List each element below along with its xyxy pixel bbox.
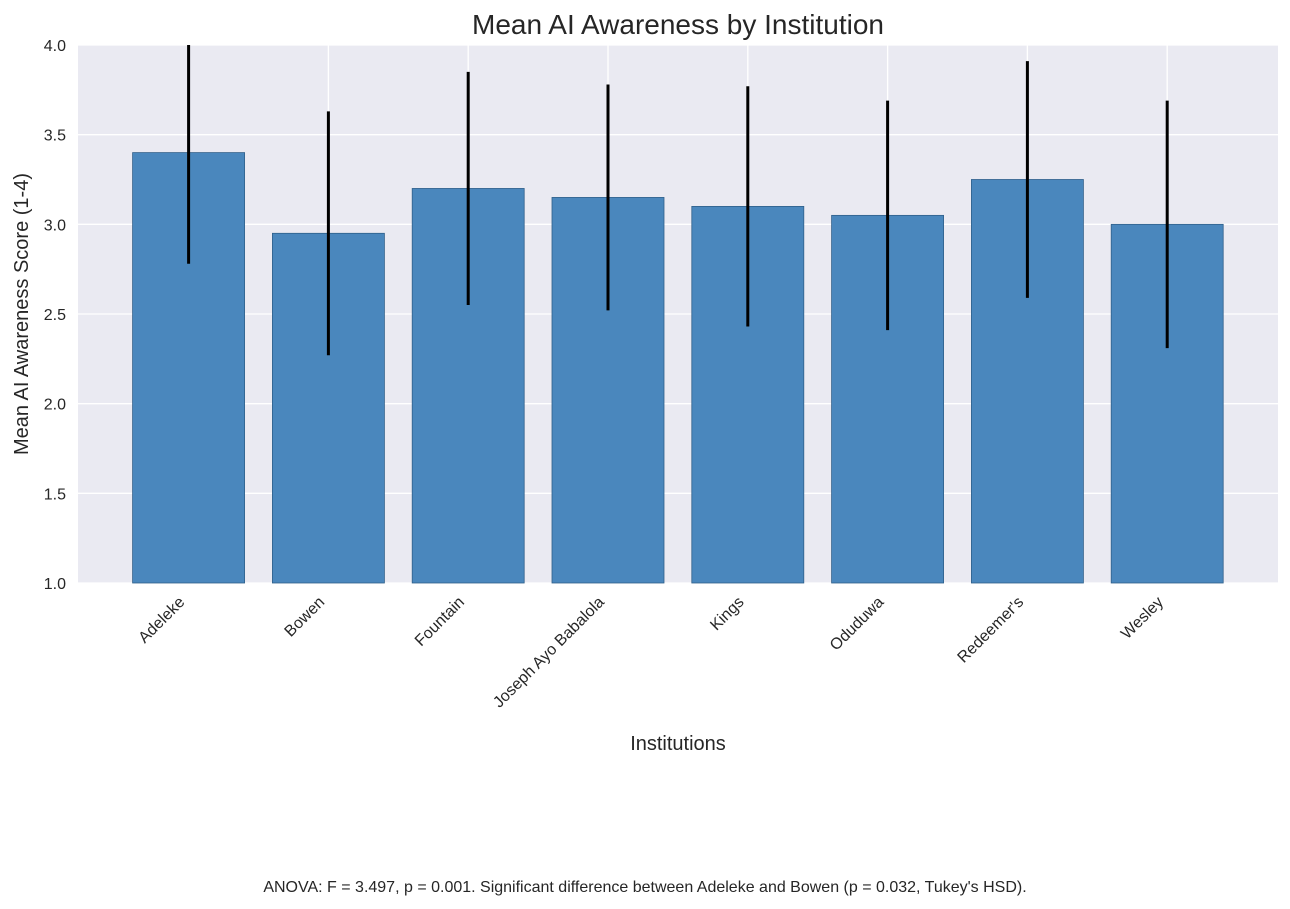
y-axis-label: Mean AI Awareness Score (1-4) xyxy=(11,173,33,455)
x-tick-labels: Adeleke Bowen Fountain Joseph Ayo Babalola K… xyxy=(136,594,1168,712)
x-tick-label: Joseph Ayo Babalola xyxy=(490,594,608,712)
y-tick-label: 3.5 xyxy=(44,128,66,145)
y-tick-label: 2.0 xyxy=(44,397,66,414)
y-tick-label: 4.0 xyxy=(44,38,66,55)
chart-title: Mean AI Awareness by Institution xyxy=(472,9,884,40)
y-tick-labels: 1.0 1.5 2.0 2.5 3.0 3.5 4.0 xyxy=(44,38,66,593)
y-tick-label: 3.0 xyxy=(44,217,66,234)
x-tick-label: Kings xyxy=(707,594,747,634)
y-tick-label: 1.5 xyxy=(44,486,66,503)
y-tick-label: 2.5 xyxy=(44,307,66,324)
x-tick-label: Adeleke xyxy=(136,594,189,647)
x-tick-label: Fountain xyxy=(412,594,468,650)
anova-annotation: ANOVA: F = 3.497, p = 0.001. Significant… xyxy=(263,879,1026,896)
y-tick-label: 1.0 xyxy=(44,576,66,593)
x-axis-label: Institutions xyxy=(630,733,726,755)
error-bars xyxy=(187,45,1169,356)
x-tick-label: Redeemer's xyxy=(955,594,1028,667)
x-tick-label: Oduduwa xyxy=(827,594,888,655)
x-tick-label: Bowen xyxy=(282,594,329,641)
x-tick-label: Wesley xyxy=(1118,594,1167,643)
